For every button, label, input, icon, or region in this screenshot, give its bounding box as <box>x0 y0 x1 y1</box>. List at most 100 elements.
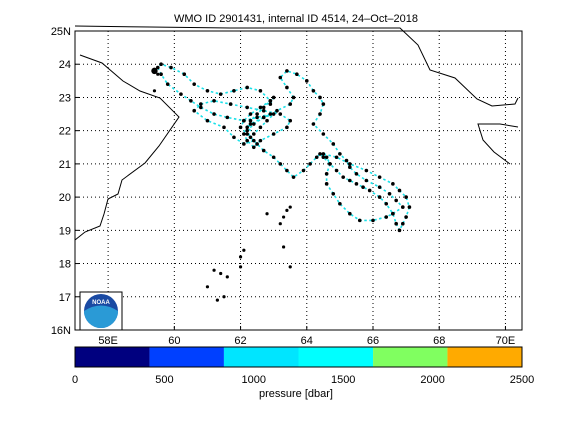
profile-positions <box>151 62 412 302</box>
profile-point <box>361 185 365 189</box>
profile-point <box>245 132 249 136</box>
profile-point <box>218 92 223 96</box>
profile-point <box>377 185 382 189</box>
profile-point <box>255 115 259 120</box>
lat-tick-label: 24 <box>59 59 71 71</box>
profile-point <box>245 128 249 133</box>
profile-point <box>261 105 266 110</box>
colorbar-frame <box>74 346 523 368</box>
lon-tick-label: 62 <box>234 335 246 347</box>
profile-point <box>232 135 236 140</box>
profile-point <box>192 108 196 113</box>
profile-point <box>271 95 276 100</box>
profile-point <box>321 152 326 156</box>
colorbar-bin <box>447 347 522 367</box>
profile-point <box>261 148 266 153</box>
profile-point <box>242 142 246 146</box>
profile-point <box>278 162 283 166</box>
profile-point <box>348 178 352 183</box>
profile-point <box>245 138 249 143</box>
lat-tick-label: 22 <box>59 126 71 138</box>
float-trajectory <box>156 63 411 233</box>
profile-point <box>291 175 296 179</box>
profile-point <box>205 118 210 123</box>
lon-tick-label: 64 <box>301 335 313 347</box>
profile-point-isolated <box>212 268 216 272</box>
profile-point <box>288 118 293 123</box>
profile-point-isolated <box>238 255 243 259</box>
profile-point <box>285 69 289 73</box>
profile-point <box>159 62 163 67</box>
profile-point <box>252 145 256 150</box>
lat-tick-label: 17 <box>59 292 71 304</box>
profile-point <box>261 108 266 113</box>
coastline-iran-makran <box>74 25 519 107</box>
colorbar-tick-labels: 0 500 1000 1500 2000 2500 <box>72 374 534 386</box>
profile-point <box>311 89 316 93</box>
profile-point <box>348 165 352 170</box>
profile-point <box>331 142 336 146</box>
profile-point <box>348 162 352 166</box>
profile-point <box>192 82 196 86</box>
lat-tick-label: 25N <box>51 26 71 38</box>
profile-point <box>271 132 276 136</box>
profile-point <box>321 132 326 136</box>
map-title: WMO ID 2901431, internal ID 4514, 24–Oct… <box>174 13 418 25</box>
profile-point-isolated <box>278 222 282 226</box>
profile-point <box>404 215 408 219</box>
profile-point <box>252 138 256 143</box>
coastline-layer <box>74 25 519 241</box>
lon-tick-label: 68 <box>433 335 445 347</box>
profile-point-isolated <box>152 89 157 93</box>
profile-point-isolated <box>156 72 160 76</box>
profile-point-isolated <box>288 265 292 269</box>
colorbar-bin <box>149 347 224 367</box>
profile-point <box>334 155 339 160</box>
axis-tick-labels: 58E 60 62 64 66 68 70E 16N 17 18 19 20 21 22 23 24 25N <box>51 26 515 347</box>
colorbar-label: pressure [dbar] <box>259 388 333 400</box>
colorbar <box>75 347 522 367</box>
profile-point <box>377 195 382 199</box>
lat-tick-label: 21 <box>59 159 71 171</box>
profile-point <box>288 102 293 106</box>
colorbar-bin <box>75 347 150 367</box>
profile-point <box>364 178 369 183</box>
profile-point <box>268 102 273 106</box>
profile-point <box>308 162 312 166</box>
profile-point <box>324 155 329 160</box>
profile-point <box>341 175 346 179</box>
colorbar-tick-label: 1500 <box>331 374 355 386</box>
profile-point <box>182 72 187 76</box>
profile-point <box>301 168 306 173</box>
profile-point <box>258 138 263 143</box>
profile-point <box>285 125 289 130</box>
profile-point <box>391 182 395 186</box>
profile-point <box>364 168 369 173</box>
profile-point <box>225 115 230 120</box>
profile-point <box>295 72 299 76</box>
profile-point <box>387 191 392 196</box>
profile-point <box>321 102 326 106</box>
lat-tick-label: 19 <box>59 225 71 237</box>
lon-tick-label: 70E <box>496 335 516 347</box>
map-grid <box>75 30 522 331</box>
profile-point <box>394 221 398 226</box>
lat-tick-label: 16N <box>51 325 71 337</box>
colorbar-tick-label: 0 <box>72 374 78 386</box>
profile-point <box>285 85 289 90</box>
profile-point <box>258 125 263 130</box>
profile-point <box>268 112 273 116</box>
profile-point <box>391 211 395 216</box>
profile-point <box>248 122 253 126</box>
lat-tick-label: 20 <box>59 192 71 204</box>
profile-point <box>248 135 253 140</box>
profile-point <box>285 168 289 173</box>
profile-point <box>331 191 336 196</box>
profile-point <box>304 79 309 83</box>
profile-point <box>321 155 326 160</box>
profile-point <box>348 211 352 216</box>
profile-point-isolated <box>222 295 226 299</box>
profile-point <box>179 92 183 96</box>
profile-point <box>338 152 342 156</box>
lon-tick-label: 60 <box>168 335 180 347</box>
